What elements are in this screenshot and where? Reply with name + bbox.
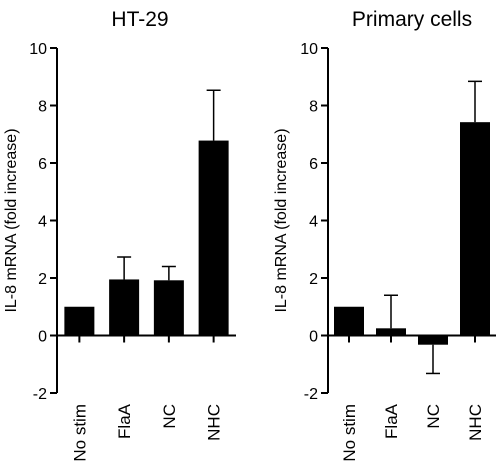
x-tick-label: No stim [340,404,359,462]
y-axis-label: IL-8 mRNA (fold increase) [273,128,290,312]
y-tick-label: 2 [309,271,318,288]
bar-nc [153,280,184,336]
bar-flaa [109,279,140,336]
y-tick-label: 0 [309,329,318,346]
x-tick-label: No stim [70,404,89,462]
y-tick-label: 6 [38,156,47,173]
chart-title: Primary cells [352,8,472,31]
bar-flaa [376,328,406,336]
bar-no-stim [64,306,95,336]
y-tick-label: 10 [300,41,318,58]
x-tick-label: FlaA [382,403,401,439]
x-tick-label: NC [160,404,179,429]
bar-nhc [198,140,229,336]
y-tick-label: -2 [33,386,47,403]
y-tick-label: 8 [309,99,318,116]
y-tick-label: 10 [29,41,47,58]
y-tick-label: -2 [304,386,318,403]
chart-title: HT-29 [111,8,168,31]
bar-no-stim [334,306,364,336]
x-tick-label: FlaA [115,403,134,439]
x-tick-label: NHC [205,404,224,441]
y-axis-label: IL-8 mRNA (fold increase) [3,128,20,312]
chart-panel-1: HT-29 IL-8 mRNA (fold increase) -2 0 2 4 6 8 10 N… [3,8,236,462]
bar-nhc [460,122,490,336]
y-tick-label: 6 [309,156,318,173]
y-tick-label: 2 [38,271,47,288]
chart-panel-2: Primary cells IL-8 mRNA (fold increase) -2… [273,8,496,462]
y-tick-label: 4 [38,214,47,231]
y-tick-label: 4 [309,214,318,231]
x-tick-label: NHC [466,404,485,441]
x-tick-label: NC [424,404,443,429]
y-tick-label: 8 [38,99,47,116]
y-tick-label: 0 [38,329,47,346]
